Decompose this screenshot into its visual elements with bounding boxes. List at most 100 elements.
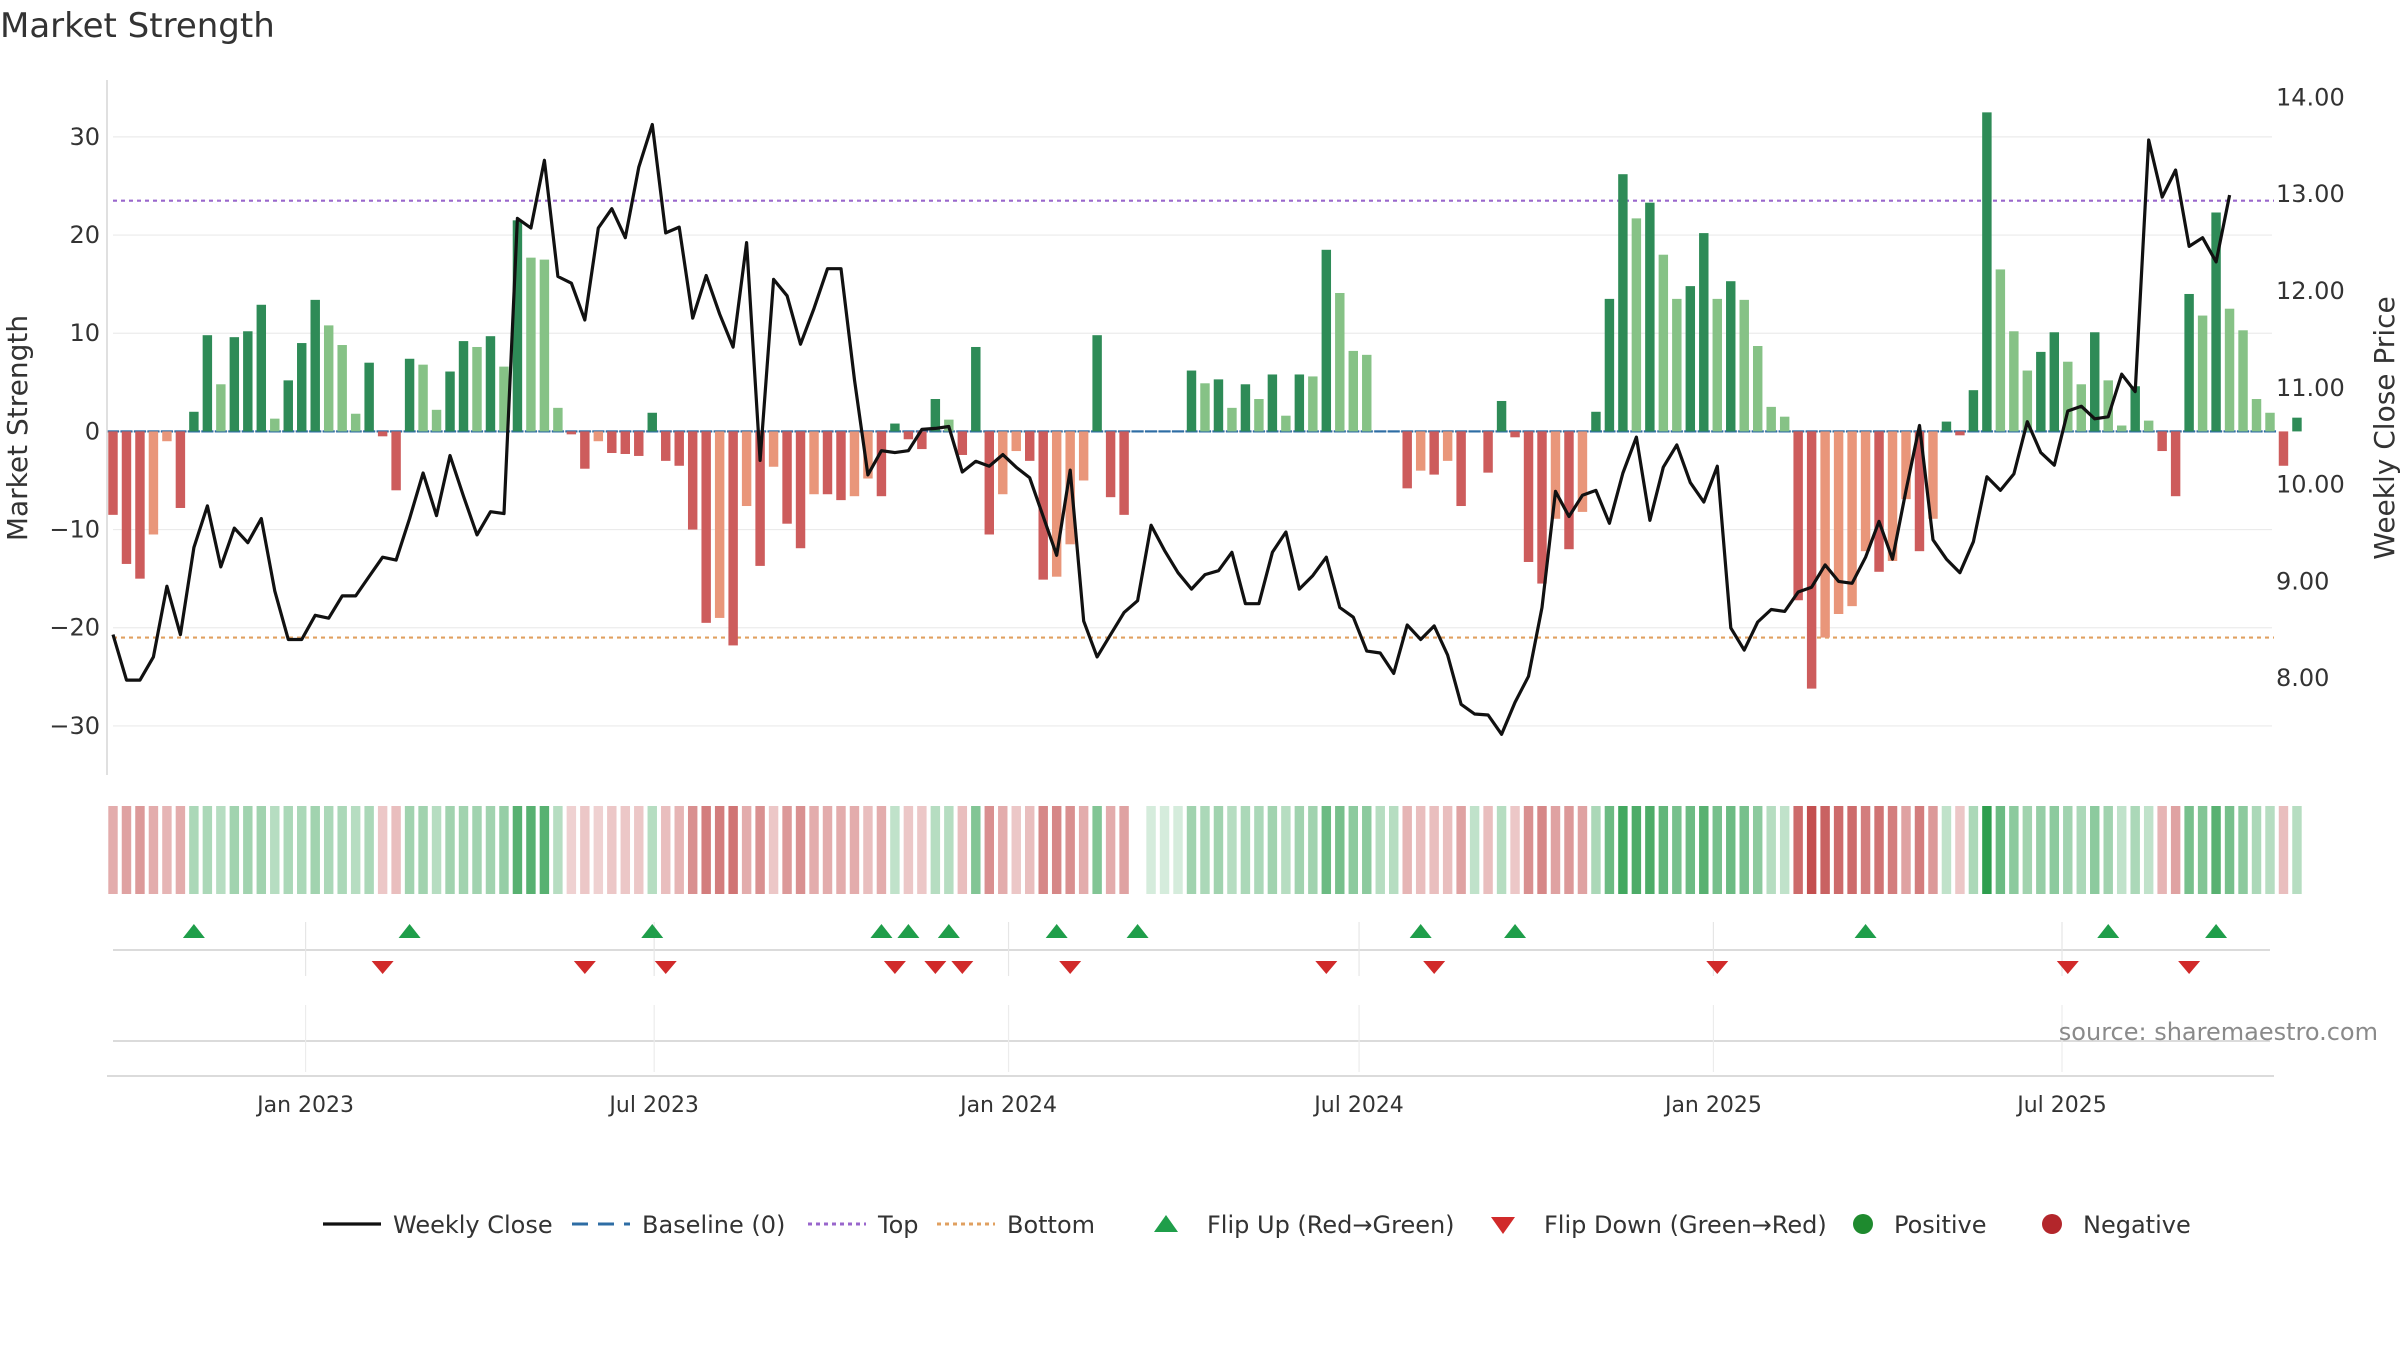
heatmap-cell <box>1604 806 1615 894</box>
heatmap-cell <box>701 806 711 894</box>
heatmap-cell <box>445 806 455 894</box>
strength-bar <box>162 431 172 442</box>
heatmap-cell <box>458 806 469 894</box>
strength-bar <box>2224 308 2235 432</box>
y-tick-label: −30 <box>49 712 100 740</box>
heatmap-cell <box>135 806 145 894</box>
heatmap-cell <box>1739 806 1749 894</box>
strength-bar <box>1901 431 1911 500</box>
heatmap-cell <box>971 806 981 894</box>
weekly-close-line <box>111 122 2232 736</box>
heatmap-cell <box>1469 806 1480 894</box>
left-y-axis: 30 20 10 0 −10 −20 −30 <box>49 80 108 775</box>
strength-bar <box>350 413 361 432</box>
heatmap-cell <box>1793 806 1803 894</box>
legend-swatch <box>1853 1214 1873 1234</box>
strength-bar <box>1092 335 1102 432</box>
strength-bar <box>202 335 213 432</box>
strength-bar <box>431 409 442 432</box>
strength-bar <box>1227 407 1237 432</box>
legend-swatch <box>1154 1215 1178 1232</box>
heatmap-cell <box>1591 806 1601 894</box>
strength-bar <box>1739 299 1749 432</box>
y2-tick-label: 11.00 <box>2276 374 2345 402</box>
flip-up-marker <box>870 924 893 938</box>
strength-bar <box>1564 431 1574 550</box>
heatmap-cell <box>175 806 186 894</box>
strength-bar <box>297 343 307 432</box>
heatmap-cell <box>863 806 873 894</box>
y2-tick-label: 12.00 <box>2276 277 2345 305</box>
heatmap-cell <box>1227 806 1237 894</box>
heatmap-cell <box>418 806 428 894</box>
strength-bar <box>2103 380 2113 432</box>
legend-item: Positive <box>1853 1211 1987 1239</box>
strength-bar <box>323 325 334 432</box>
flip-down-marker <box>371 961 394 974</box>
strength-bar <box>741 431 752 507</box>
heatmap-cell <box>1483 806 1493 894</box>
strength-bar <box>216 384 226 432</box>
heatmap-cell <box>1119 806 1129 894</box>
strength-bar <box>1240 384 1251 432</box>
strength-bar <box>2278 431 2289 466</box>
strength-bar <box>809 431 819 495</box>
heatmap-cell <box>1941 806 1952 894</box>
heatmap-cell <box>917 806 927 894</box>
heatmap-cell <box>1362 806 1372 894</box>
strength-bar <box>1442 431 1453 461</box>
heatmap-cell <box>310 806 320 894</box>
flip-down-marker <box>1423 961 1446 974</box>
strength-bar <box>1267 374 1278 432</box>
strength-bar <box>1833 431 1844 615</box>
heatmap-cell <box>795 806 806 894</box>
heatmap-cell <box>1658 806 1669 894</box>
strength-bar <box>1254 399 1264 432</box>
x-tick-label: Jul 2023 <box>607 1093 699 1118</box>
strength-bar <box>917 431 927 450</box>
strength-bar <box>1860 431 1871 552</box>
strength-bar <box>229 337 240 432</box>
heatmap-cell <box>1752 806 1763 894</box>
flip-down-marker <box>2056 961 2079 974</box>
strength-bar <box>1631 218 1642 432</box>
strength-bar <box>135 431 145 579</box>
x-tick-label: Jan 2023 <box>255 1093 354 1118</box>
strength-bar <box>2063 361 2073 432</box>
flip-down-marker <box>1059 961 1082 974</box>
strength-bar <box>108 431 118 515</box>
flip-down-marker <box>1315 961 1338 974</box>
heatmap-cell <box>607 806 617 894</box>
heatmap-cell <box>2103 806 2113 894</box>
heatmap-cell <box>526 806 536 894</box>
heatmap-cell <box>2292 806 2302 894</box>
right-y-axis: 14.00 13.00 12.00 11.00 10.00 9.00 8.00 <box>2276 83 2345 692</box>
heatmap-cell <box>714 806 725 894</box>
flip-up-marker <box>937 924 960 938</box>
flip-up-marker <box>1045 924 1068 938</box>
strength-bar <box>283 380 293 432</box>
strength-bar <box>1550 431 1561 519</box>
strength-bar <box>2130 386 2140 432</box>
heatmap-cell <box>1995 806 2006 894</box>
heatmap-cell <box>2184 806 2194 894</box>
strength-bar <box>674 431 684 466</box>
strength-bar <box>863 431 873 479</box>
strength-bar <box>1591 411 1601 432</box>
strength-bar <box>391 431 401 491</box>
heatmap-cell <box>2063 806 2073 894</box>
heatmap-cell <box>1645 806 1655 894</box>
heatmap-cell <box>1726 806 1736 894</box>
strength-bar <box>566 431 577 435</box>
strength-bar <box>189 411 199 432</box>
heatmap-cell <box>836 806 846 894</box>
x-tick-label: Jan 2025 <box>1663 1093 1762 1118</box>
heatmap-cell <box>512 806 523 894</box>
heatmap-cell <box>1389 806 1399 894</box>
strength-bar <box>1200 383 1210 432</box>
heatmap-cell <box>1887 806 1898 894</box>
strength-bar <box>2197 315 2208 432</box>
strength-bar <box>2157 431 2167 452</box>
heatmap-cell <box>1429 806 1439 894</box>
heatmap-cell <box>1712 806 1722 894</box>
